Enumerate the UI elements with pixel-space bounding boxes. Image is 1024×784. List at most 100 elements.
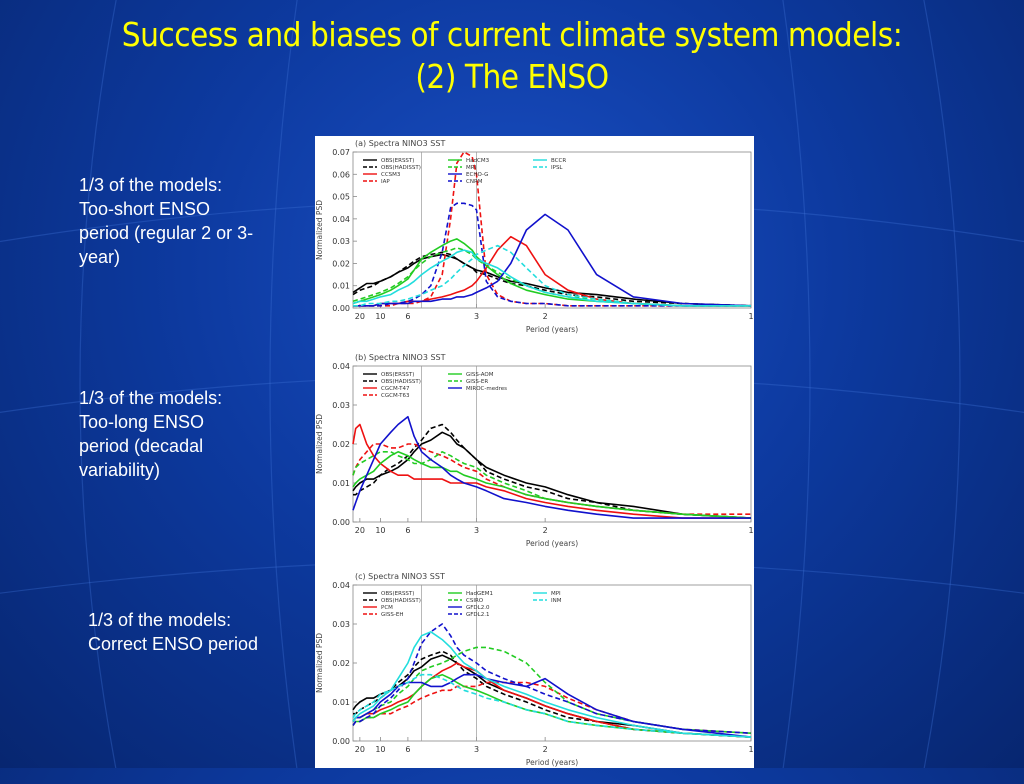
series-line xyxy=(352,415,751,519)
legend-entry: CSIRO xyxy=(466,598,484,604)
x-tick-label: 20 xyxy=(355,526,365,535)
y-tick-label: 0.02 xyxy=(332,259,350,268)
x-tick-label: 6 xyxy=(405,312,410,321)
legend-entry: CGCM-T47 xyxy=(381,386,410,392)
x-tick-label: 6 xyxy=(405,745,410,754)
series-line xyxy=(352,238,751,307)
x-tick-label: 3 xyxy=(474,526,479,535)
series-line xyxy=(352,423,751,519)
legend-entry: PCM xyxy=(381,605,393,611)
note-line: 1/3 of the models: xyxy=(79,175,223,195)
y-axis-label: Normalized PSD xyxy=(315,200,324,260)
legend-entry: MIROC-medres xyxy=(466,386,507,392)
x-tick-label: 2 xyxy=(543,526,548,535)
x-axis-label: Period (years) xyxy=(526,758,578,767)
x-tick-label: 20 xyxy=(355,312,365,321)
legend-entry: GISS-EH xyxy=(381,612,403,618)
slide-title: Success and biases of current climate sy… xyxy=(0,14,1024,98)
y-tick-label: 0.00 xyxy=(332,737,350,746)
legend-entry: OBS(ERSST) xyxy=(381,158,414,164)
legend-entry: INM xyxy=(551,598,562,604)
series-line xyxy=(352,630,752,738)
x-tick-label: 3 xyxy=(474,745,479,754)
legend-entry: HadGEM1 xyxy=(466,591,493,597)
series-line xyxy=(352,431,752,519)
legend-entry: GFDL2.0 xyxy=(466,605,490,611)
y-tick-label: 0.00 xyxy=(332,518,350,527)
note-line: Correct ENSO period xyxy=(88,634,259,654)
plot-frame xyxy=(352,365,752,523)
legend-entry: GISS-ER xyxy=(466,379,488,385)
legend-entry: IAP xyxy=(381,179,390,185)
x-tick-label: 1 xyxy=(748,312,753,321)
y-tick-label: 0.02 xyxy=(332,659,350,668)
series-line xyxy=(352,623,752,734)
title-line-1: Success and biases of current climate sy… xyxy=(121,15,903,54)
note-too-long: 1/3 of the models: Too-long ENSO period … xyxy=(79,386,222,482)
legend-entry: OBS(HADISST) xyxy=(381,379,421,385)
series-line xyxy=(353,213,752,307)
legend-entry: OBS(ERSST) xyxy=(381,372,414,378)
legend-entry: GFDL2.1 xyxy=(466,612,489,618)
x-tick-label: 1 xyxy=(748,745,753,754)
legend-entry: CCSM3 xyxy=(381,172,401,178)
series-line xyxy=(352,251,752,307)
title-line-2: (2) The ENSO xyxy=(415,57,609,96)
spectra-panel-b: (b) Spectra NINO3 SST 0.00 0.01 0.02 0.03 0.0… xyxy=(315,353,754,548)
legend-entry: OBS(ERSST) xyxy=(381,591,414,597)
y-tick-label: 0.07 xyxy=(332,148,350,157)
spectra-panel-a: (a) Spectra NINO3 SST 0.00 0.01 0.02 0.03 0.0… xyxy=(315,139,754,334)
panel-title: (c) Spectra NINO3 SST xyxy=(355,572,445,581)
spectra-panel-c: (c) Spectra NINO3 SST 0.00 0.01 0.02 0.03 0.0… xyxy=(315,572,754,767)
series-line xyxy=(352,249,751,307)
series-line xyxy=(352,673,752,738)
series-line xyxy=(353,244,751,307)
y-tick-label: 0.03 xyxy=(332,401,350,410)
note-line: Too-long ENSO xyxy=(79,412,205,432)
series-line xyxy=(353,423,752,519)
legend-entry: MRI xyxy=(466,165,477,171)
note-line: period (regular 2 or 3- xyxy=(79,223,254,243)
note-correct: 1/3 of the models: Correct ENSO period xyxy=(88,608,258,656)
y-tick-label: 0.04 xyxy=(332,215,350,224)
y-tick-label: 0.00 xyxy=(332,304,350,313)
legend-entry: BCCR xyxy=(551,158,566,164)
x-tick-label: 20 xyxy=(355,745,365,754)
plot-frame xyxy=(352,151,752,309)
legend-entry: CNRM xyxy=(466,179,483,185)
legend-entry: HadCM3 xyxy=(466,158,490,164)
series-line xyxy=(352,662,752,738)
note-line: period (decadal xyxy=(79,436,204,456)
y-tick-label: 0.03 xyxy=(332,237,350,246)
legend-entry: ECHO-G xyxy=(466,172,488,178)
x-tick-label: 3 xyxy=(474,312,479,321)
x-tick-label: 10 xyxy=(375,312,385,321)
y-tick-label: 0.01 xyxy=(332,698,350,707)
legend-entry: CGCM-T63 xyxy=(381,393,410,399)
x-axis-label: Period (years) xyxy=(526,325,578,334)
y-tick-label: 0.02 xyxy=(332,440,350,449)
series-line xyxy=(353,151,751,307)
x-tick-label: 6 xyxy=(405,526,410,535)
legend-entry: OBS(HADISST) xyxy=(381,165,421,171)
x-tick-label: 2 xyxy=(543,745,548,754)
y-tick-label: 0.03 xyxy=(332,620,350,629)
y-axis-label: Normalized PSD xyxy=(315,414,324,474)
note-line: variability) xyxy=(79,460,161,480)
series-line xyxy=(352,451,752,519)
legend-entry: OBS(HADISST) xyxy=(381,598,421,604)
legend-entry: IPSL xyxy=(551,165,563,171)
y-tick-label: 0.05 xyxy=(332,193,350,202)
note-too-short: 1/3 of the models: Too-short ENSO period… xyxy=(79,173,253,269)
y-tick-label: 0.04 xyxy=(332,581,350,590)
panel-title: (b) Spectra NINO3 SST xyxy=(355,353,446,362)
legend-entry: GISS-AOM xyxy=(466,372,494,378)
note-line: Too-short ENSO xyxy=(79,199,211,219)
spectra-figure: (a) Spectra NINO3 SST 0.00 0.01 0.02 0.03 0.0… xyxy=(315,136,754,768)
note-line: year) xyxy=(79,247,121,267)
x-axis-label: Period (years) xyxy=(526,539,578,548)
x-tick-label: 1 xyxy=(748,526,753,535)
x-tick-label: 10 xyxy=(375,745,385,754)
series-line xyxy=(352,673,752,738)
x-tick-label: 2 xyxy=(543,312,548,321)
